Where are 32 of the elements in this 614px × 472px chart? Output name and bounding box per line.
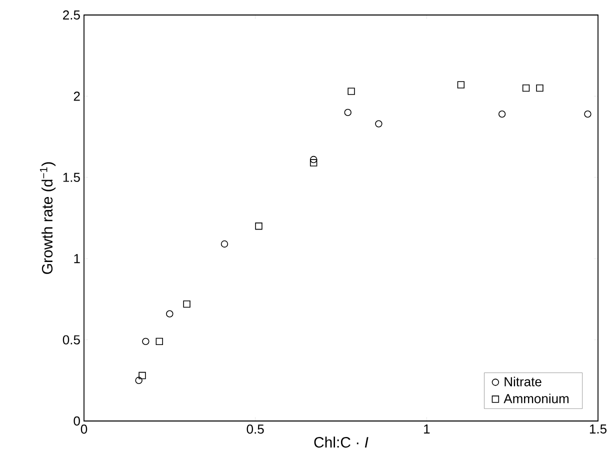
y-tick-label: 0.5 — [62, 335, 80, 344]
y-tick-label: 1.5 — [63, 172, 80, 182]
point — [138, 372, 146, 380]
point — [584, 110, 592, 118]
point — [375, 120, 382, 128]
point — [344, 108, 352, 116]
y-tick-label: 2.5 — [63, 10, 80, 20]
x-tick-label: 1 — [424, 424, 430, 434]
point — [156, 338, 163, 346]
x-tick-label: 0.5 — [246, 424, 264, 434]
point — [166, 310, 174, 318]
legend-label: Ammonium — [504, 394, 569, 404]
x-axis-title: Chl:C · I — [314, 436, 368, 448]
point — [255, 222, 262, 230]
x-tick-label: 1.5 — [590, 424, 606, 434]
point — [310, 159, 318, 166]
y-tick-label: 2 — [74, 92, 80, 101]
point — [142, 338, 150, 346]
legend-label: Nitrate — [504, 376, 542, 386]
point — [457, 81, 465, 88]
point — [183, 300, 190, 308]
point — [220, 240, 228, 248]
point — [135, 376, 142, 384]
x-tick-label: 0 — [80, 424, 88, 434]
point — [498, 110, 506, 118]
point — [348, 88, 355, 95]
y-tick-label: 0 — [74, 416, 80, 426]
y-tick-label: 1 — [74, 254, 80, 264]
point — [310, 156, 318, 164]
point — [522, 84, 530, 92]
point — [536, 84, 544, 92]
y-axis-title: Growth rate (d$^{−1}$) — [40, 162, 56, 274]
